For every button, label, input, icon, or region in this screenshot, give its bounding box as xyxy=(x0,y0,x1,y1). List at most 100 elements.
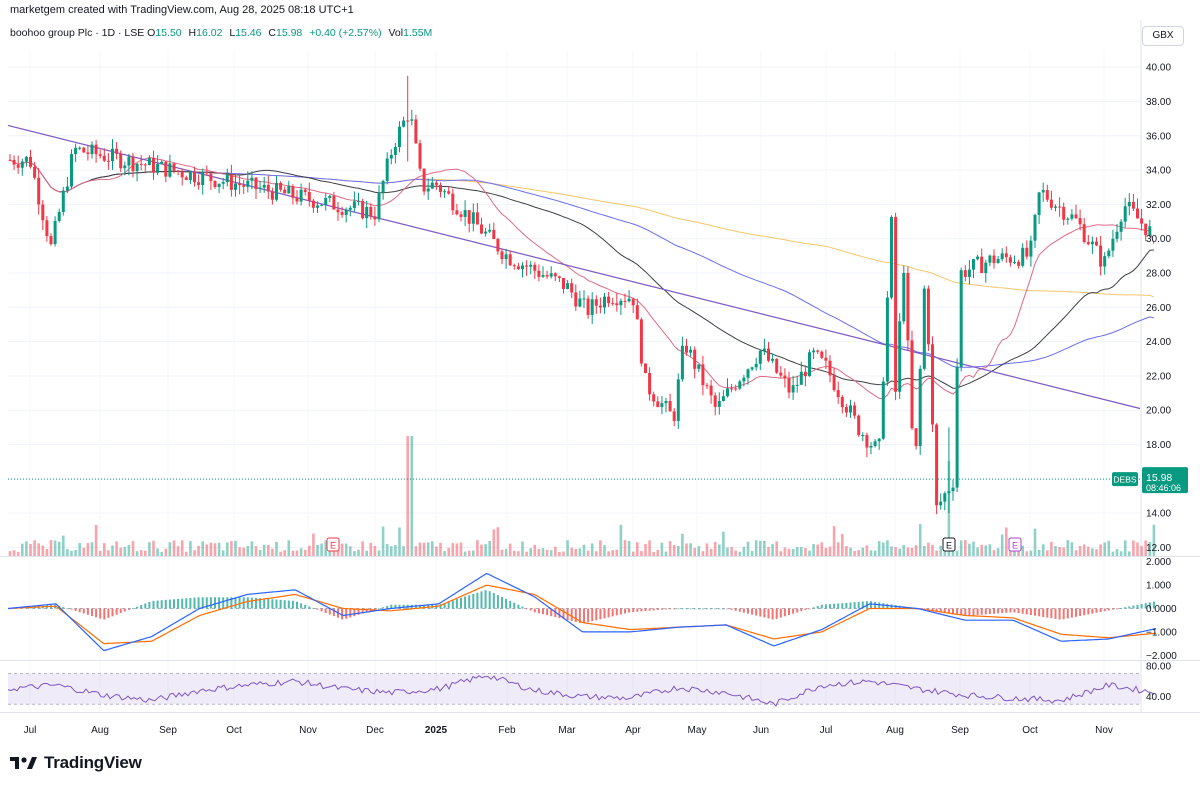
volume-bar xyxy=(1082,544,1086,556)
volume-bar xyxy=(685,543,688,556)
candle-body xyxy=(935,424,939,506)
macd-histogram-bar xyxy=(464,596,467,609)
macd-histogram-bar xyxy=(95,608,98,618)
candle-body xyxy=(430,182,434,189)
volume-bar xyxy=(1132,540,1135,556)
macd-histogram-bar xyxy=(829,604,831,609)
volume-bar xyxy=(480,544,483,556)
macd-histogram-bar xyxy=(1099,608,1102,613)
time-tick-label: Oct xyxy=(1022,725,1038,736)
earnings-marker-label: E xyxy=(1012,541,1018,551)
candle-body xyxy=(111,148,114,162)
candle-body xyxy=(672,411,676,421)
volume-bar xyxy=(607,551,610,556)
volume-bar xyxy=(279,551,282,556)
volume-bar xyxy=(90,542,94,556)
volume-bar xyxy=(107,550,110,556)
volume-bar xyxy=(590,543,594,556)
macd-histogram-bar xyxy=(345,608,348,619)
macd-histogram-bar xyxy=(562,608,565,620)
candle-body xyxy=(61,190,65,213)
low-label: L xyxy=(229,27,236,39)
candle-body xyxy=(771,358,775,361)
candle-body xyxy=(65,186,69,191)
volume-bar xyxy=(205,544,209,556)
volume-bar xyxy=(29,543,32,556)
macd-histogram-bar xyxy=(1140,603,1143,609)
currency-button[interactable]: GBX xyxy=(1142,26,1184,46)
candle-body xyxy=(738,381,742,389)
macd-histogram-bar xyxy=(1136,604,1139,609)
ticker-badge xyxy=(1112,472,1138,487)
macd-histogram-bar xyxy=(747,608,749,614)
candle-body xyxy=(164,161,168,177)
symbol-title[interactable]: boohoo group Plc · 1D · LSE xyxy=(10,27,145,39)
candle-body xyxy=(332,195,336,210)
macd-histogram-bar xyxy=(168,599,171,609)
macd-histogram-bar xyxy=(603,608,606,619)
volume-bar xyxy=(226,542,229,556)
volume-bar xyxy=(972,541,975,556)
candle-body xyxy=(808,352,811,377)
macd-histogram-bar xyxy=(1111,608,1114,610)
volume-bar xyxy=(377,550,381,556)
tradingview-brand: TradingView xyxy=(44,753,142,772)
macd-histogram-bar xyxy=(677,608,680,610)
candle-body xyxy=(816,350,820,352)
volume-bar xyxy=(1152,524,1156,556)
candle-body xyxy=(234,183,237,190)
volume-bar xyxy=(910,547,914,556)
macd-line xyxy=(7,573,1157,652)
macd-histogram-bar xyxy=(755,608,758,616)
macd-histogram-bar xyxy=(509,600,512,609)
macd-histogram-bar xyxy=(1116,608,1118,610)
volume-bar xyxy=(320,543,323,556)
macd-signal-line xyxy=(7,584,1157,645)
macd-histogram-bar xyxy=(382,607,385,609)
macd-histogram-bar xyxy=(304,604,307,609)
volume-bar xyxy=(976,547,979,556)
macd-histogram-bar xyxy=(935,608,938,612)
candle-body xyxy=(426,188,430,192)
tradingview-logo[interactable]: TradingView xyxy=(10,753,142,773)
volume-bar xyxy=(1070,542,1074,556)
candle-body xyxy=(1144,223,1148,236)
candle-body xyxy=(812,350,816,353)
macd-histogram-bar xyxy=(1009,608,1012,613)
macd-histogram-bar xyxy=(1038,608,1041,617)
volume-bar xyxy=(984,545,988,556)
macd-histogram-bar xyxy=(361,608,364,614)
candle-body xyxy=(844,407,848,413)
candle-body xyxy=(41,204,45,221)
candle-body xyxy=(439,184,442,192)
ticker-badge-label: DEBS xyxy=(1113,475,1136,485)
macd-histogram-bar xyxy=(624,608,626,614)
volume-bar xyxy=(41,545,45,556)
volume-bar xyxy=(148,542,151,556)
volume-bar xyxy=(160,551,163,556)
candle-body xyxy=(467,210,471,224)
macd-histogram-bar xyxy=(107,608,110,618)
macd-histogram-bar xyxy=(263,598,266,609)
candle-body xyxy=(910,340,914,429)
macd-histogram-bar xyxy=(857,601,860,609)
volume-bar xyxy=(402,546,405,556)
volume-bar xyxy=(1091,548,1094,556)
macd-histogram-bar xyxy=(328,608,331,615)
candle-body xyxy=(828,360,832,376)
volume-bar xyxy=(1021,545,1024,556)
candle-body xyxy=(123,165,127,169)
candle-body xyxy=(98,154,102,156)
price-tick-label: 22.00 xyxy=(1146,371,1171,382)
volume-bar xyxy=(287,540,291,556)
volume-bar xyxy=(705,543,709,556)
macd-histogram-bar xyxy=(574,608,577,622)
macd-histogram-bar xyxy=(255,597,257,609)
candle-body xyxy=(176,170,180,172)
volume-bar xyxy=(373,546,377,556)
macd-histogram-bar xyxy=(300,603,303,609)
candle-body xyxy=(1045,190,1049,200)
macd-histogram-bar xyxy=(652,608,655,611)
price-tick-label: 24.00 xyxy=(1146,337,1171,348)
